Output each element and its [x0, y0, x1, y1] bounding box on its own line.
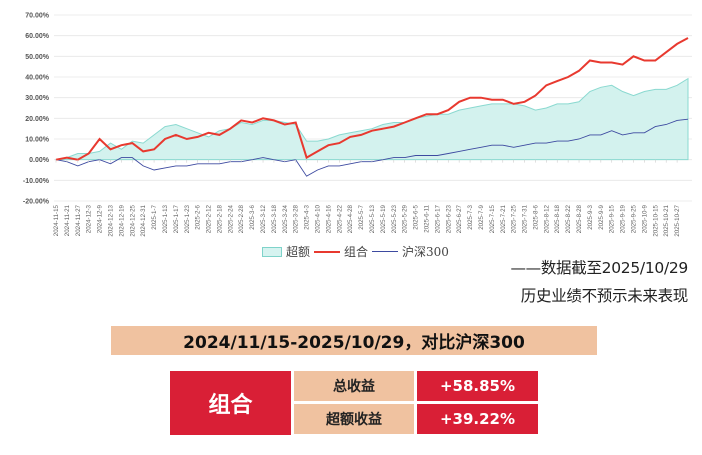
- svg-text:2025-1-13: 2025-1-13: [162, 204, 169, 233]
- svg-text:2025-4-10: 2025-4-10: [315, 204, 322, 233]
- svg-text:-20.00%: -20.00%: [23, 199, 50, 206]
- svg-text:2025-9-25: 2025-9-25: [631, 204, 638, 233]
- svg-text:2024-12-3: 2024-12-3: [86, 204, 93, 233]
- svg-text:2025-5-29: 2025-5-29: [402, 204, 409, 233]
- svg-text:2025-8-12: 2025-8-12: [543, 204, 550, 233]
- svg-text:2025-5-7: 2025-5-7: [358, 204, 365, 229]
- svg-text:2025-7-3: 2025-7-3: [467, 204, 474, 229]
- portfolio-name-cell: 组合: [170, 371, 291, 435]
- svg-text:2025-7-21: 2025-7-21: [500, 204, 507, 233]
- data-cutoff-note: ——数据截至2025/10/29: [510, 259, 688, 277]
- svg-text:2025-4-16: 2025-4-16: [325, 204, 332, 233]
- svg-text:2025-10-21: 2025-10-21: [663, 204, 670, 236]
- chart-legend: 超额 组合 沪深300: [262, 243, 451, 260]
- svg-text:2025-8-22: 2025-8-22: [565, 204, 572, 233]
- svg-text:2024-12-19: 2024-12-19: [118, 204, 125, 236]
- svg-text:40.00%: 40.00%: [25, 75, 50, 82]
- svg-text:2024-12-13: 2024-12-13: [107, 204, 114, 236]
- svg-text:2025-9-3: 2025-9-3: [587, 204, 594, 229]
- svg-text:-10.00%: -10.00%: [23, 178, 50, 185]
- svg-text:2025-8-28: 2025-8-28: [576, 204, 583, 233]
- svg-text:2025-1-7: 2025-1-7: [151, 204, 158, 229]
- svg-text:2025-1-23: 2025-1-23: [184, 204, 191, 233]
- svg-text:2025-2-12: 2025-2-12: [206, 204, 213, 233]
- legend-label-excess: 超额: [286, 245, 311, 259]
- svg-text:2025-4-22: 2025-4-22: [336, 204, 343, 233]
- svg-text:2025-3-28: 2025-3-28: [293, 204, 300, 233]
- svg-text:2025-3-12: 2025-3-12: [260, 204, 267, 233]
- svg-text:2025-6-23: 2025-6-23: [445, 204, 452, 233]
- svg-text:50.00%: 50.00%: [25, 54, 50, 61]
- svg-text:2024-12-25: 2024-12-25: [129, 204, 136, 236]
- portfolio-line: [55, 37, 689, 161]
- svg-text:2025-9-19: 2025-9-19: [620, 204, 627, 233]
- svg-text:2025-3-18: 2025-3-18: [271, 204, 278, 233]
- svg-text:2024-12-9: 2024-12-9: [97, 204, 104, 233]
- svg-text:2025-2-28: 2025-2-28: [238, 204, 245, 233]
- svg-text:2024-11-27: 2024-11-27: [75, 204, 82, 236]
- svg-text:2025-4-28: 2025-4-28: [347, 204, 354, 233]
- portfolio-legend-swatch: [314, 250, 341, 253]
- svg-text:2025-10-9: 2025-10-9: [641, 204, 648, 233]
- svg-text:2025-10-27: 2025-10-27: [674, 204, 681, 236]
- svg-text:10.00%: 10.00%: [25, 137, 50, 144]
- svg-text:0.00%: 0.00%: [29, 157, 50, 164]
- svg-text:2025-2-6: 2025-2-6: [195, 204, 202, 229]
- y-axis-ticks: 70.00% 60.00% 50.00% 40.00% 30.00% 20.00% 10.0…: [23, 13, 50, 206]
- svg-text:2025-2-18: 2025-2-18: [216, 204, 223, 233]
- svg-text:2025-7-25: 2025-7-25: [511, 204, 518, 233]
- x-axis-ticks: 2024-11-15 2024-11-21 2024-11-27 2024-12-3 2…: [53, 159, 681, 237]
- svg-text:2024-11-15: 2024-11-15: [53, 204, 60, 236]
- excess-area: [55, 77, 689, 161]
- svg-text:2025-3-24: 2025-3-24: [282, 204, 289, 233]
- svg-text:2024-11-21: 2024-11-21: [64, 204, 71, 236]
- total-return-value: +58.85%: [417, 371, 538, 401]
- svg-text:2025-4-3: 2025-4-3: [304, 204, 311, 229]
- svg-text:2025-8-18: 2025-8-18: [554, 204, 561, 233]
- svg-text:2025-10-15: 2025-10-15: [652, 204, 659, 236]
- svg-text:2025-2-24: 2025-2-24: [227, 204, 234, 233]
- svg-text:2025-7-9: 2025-7-9: [478, 204, 485, 229]
- excess-return-label: 超额收益: [294, 404, 414, 434]
- legend-label-portfolio: 组合: [344, 245, 369, 259]
- excess-return-value: +39.22%: [417, 404, 538, 434]
- summary-table: 组合 总收益 +58.85% 超额收益 +39.22%: [170, 371, 538, 435]
- svg-text:20.00%: 20.00%: [25, 116, 50, 123]
- svg-text:2025-9-9: 2025-9-9: [598, 204, 605, 229]
- svg-text:2025-5-23: 2025-5-23: [391, 204, 398, 233]
- svg-text:2025-6-5: 2025-6-5: [413, 204, 420, 229]
- svg-text:2025-7-15: 2025-7-15: [489, 204, 496, 233]
- svg-text:2025-6-17: 2025-6-17: [434, 204, 441, 233]
- svg-text:2025-1-17: 2025-1-17: [173, 204, 180, 233]
- svg-text:2025-8-6: 2025-8-6: [532, 204, 539, 229]
- legend-label-hs300: 沪深300: [402, 245, 449, 259]
- svg-text:2024-12-31: 2024-12-31: [140, 204, 147, 236]
- svg-text:2025-6-11: 2025-6-11: [423, 204, 430, 232]
- svg-text:2025-6-27: 2025-6-27: [456, 204, 463, 233]
- svg-text:2025-7-31: 2025-7-31: [522, 204, 529, 233]
- svg-text:2025-3-6: 2025-3-6: [249, 204, 256, 229]
- performance-chart: 70.00% 60.00% 50.00% 40.00% 30.00% 20.00% 10.0…: [23, 13, 692, 237]
- svg-text:2025-9-15: 2025-9-15: [609, 204, 616, 233]
- period-banner: 2024/11/15-2025/10/29，对比沪深300: [111, 326, 597, 355]
- svg-text:60.00%: 60.00%: [25, 33, 50, 40]
- svg-text:2025-5-13: 2025-5-13: [369, 204, 376, 233]
- excess-legend-swatch: [262, 246, 282, 257]
- svg-text:70.00%: 70.00%: [25, 13, 50, 20]
- svg-text:2025-5-19: 2025-5-19: [380, 204, 387, 233]
- total-return-label: 总收益: [294, 371, 414, 401]
- svg-text:30.00%: 30.00%: [25, 95, 50, 102]
- hs300-legend-swatch: [372, 251, 399, 252]
- disclaimer-note: 历史业绩不预示未来表现: [520, 287, 689, 305]
